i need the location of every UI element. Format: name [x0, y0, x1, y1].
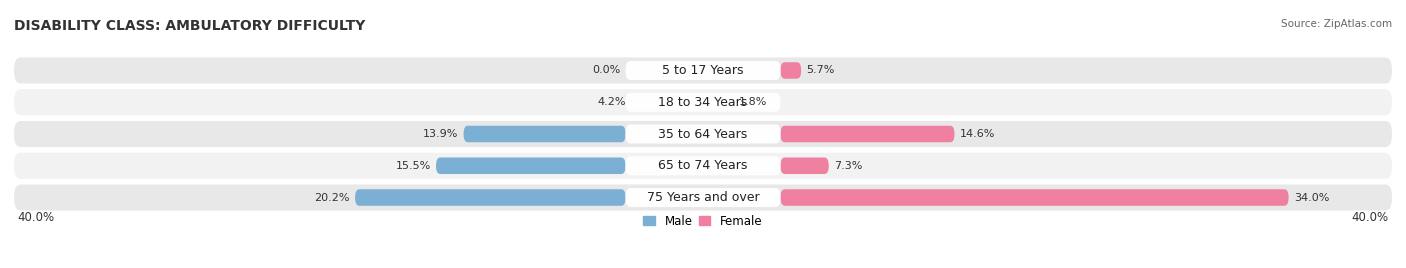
- Text: 14.6%: 14.6%: [960, 129, 995, 139]
- FancyBboxPatch shape: [14, 89, 1392, 115]
- Text: 7.3%: 7.3%: [834, 161, 862, 171]
- Text: 20.2%: 20.2%: [315, 192, 350, 203]
- Text: 18 to 34 Years: 18 to 34 Years: [658, 96, 748, 109]
- FancyBboxPatch shape: [626, 93, 780, 112]
- FancyBboxPatch shape: [626, 188, 780, 207]
- Text: 15.5%: 15.5%: [395, 161, 430, 171]
- Text: 4.2%: 4.2%: [598, 97, 626, 107]
- FancyBboxPatch shape: [436, 158, 626, 174]
- Text: 13.9%: 13.9%: [423, 129, 458, 139]
- FancyBboxPatch shape: [14, 121, 1392, 147]
- Text: Source: ZipAtlas.com: Source: ZipAtlas.com: [1281, 19, 1392, 29]
- FancyBboxPatch shape: [356, 189, 626, 206]
- Legend: Male, Female: Male, Female: [644, 215, 762, 228]
- FancyBboxPatch shape: [14, 184, 1392, 211]
- FancyBboxPatch shape: [626, 156, 780, 175]
- FancyBboxPatch shape: [626, 124, 780, 144]
- Text: 75 Years and over: 75 Years and over: [647, 191, 759, 204]
- Text: 65 to 74 Years: 65 to 74 Years: [658, 159, 748, 172]
- Text: 40.0%: 40.0%: [17, 211, 55, 224]
- Text: 35 to 64 Years: 35 to 64 Years: [658, 128, 748, 140]
- Text: 40.0%: 40.0%: [1351, 211, 1389, 224]
- Text: DISABILITY CLASS: AMBULATORY DIFFICULTY: DISABILITY CLASS: AMBULATORY DIFFICULTY: [14, 19, 366, 33]
- FancyBboxPatch shape: [780, 158, 828, 174]
- Text: 1.8%: 1.8%: [740, 97, 768, 107]
- FancyBboxPatch shape: [626, 61, 780, 80]
- FancyBboxPatch shape: [780, 126, 955, 142]
- FancyBboxPatch shape: [780, 62, 801, 79]
- Text: 0.0%: 0.0%: [592, 65, 620, 76]
- FancyBboxPatch shape: [464, 126, 626, 142]
- FancyBboxPatch shape: [14, 153, 1392, 179]
- Text: 5 to 17 Years: 5 to 17 Years: [662, 64, 744, 77]
- FancyBboxPatch shape: [780, 189, 1289, 206]
- Text: 5.7%: 5.7%: [807, 65, 835, 76]
- Text: 34.0%: 34.0%: [1294, 192, 1329, 203]
- FancyBboxPatch shape: [14, 57, 1392, 84]
